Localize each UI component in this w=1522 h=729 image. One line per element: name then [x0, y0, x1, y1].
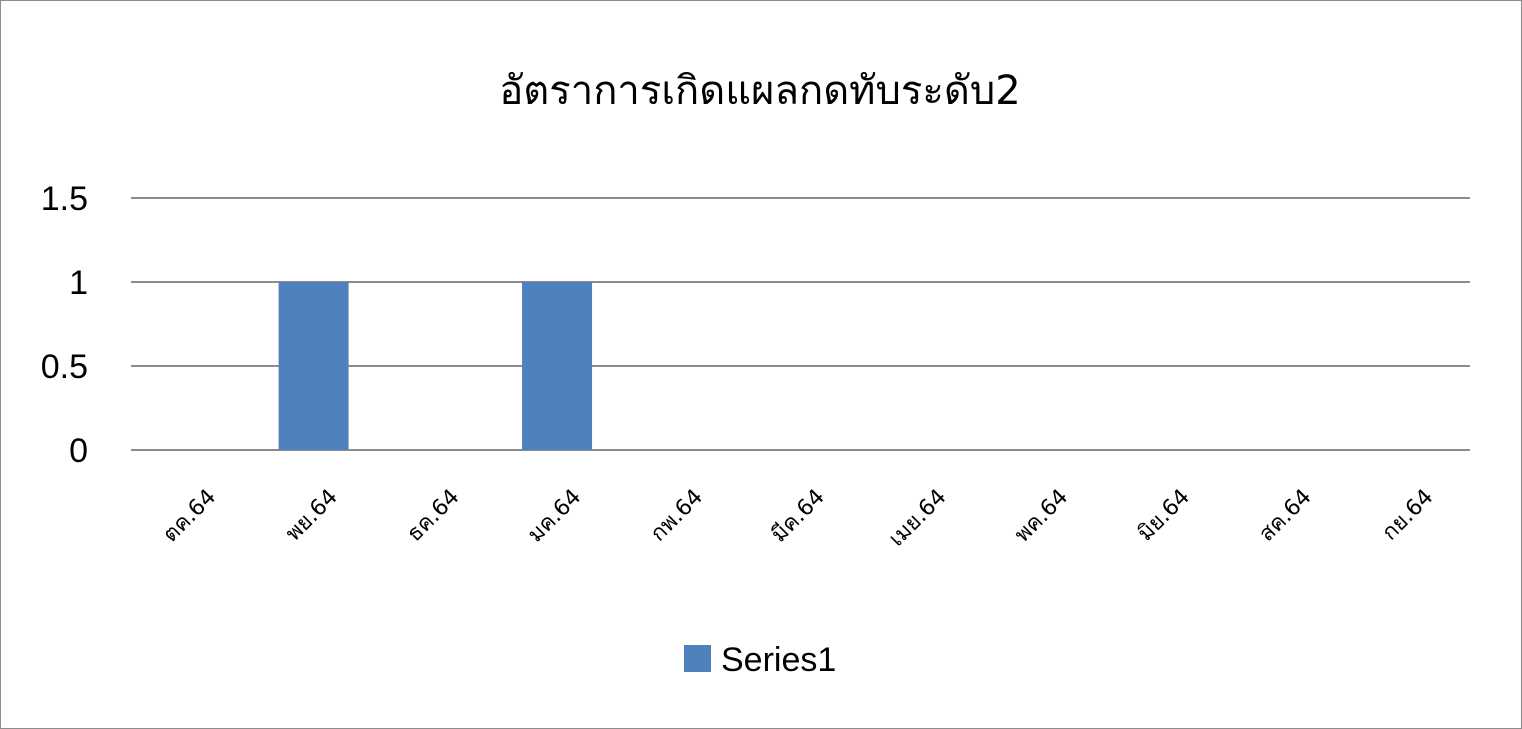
bar-1: [279, 282, 349, 450]
x-tick-label-1: พย.64: [281, 485, 343, 547]
x-tick-label-2: ธค.64: [402, 485, 464, 547]
x-axis-ticks: ตค.64 พย.64 ธค.64 มค.64 กพ.64 มีค.64 เมย.64 พค.…: [158, 485, 1438, 552]
legend: Series1: [684, 641, 836, 679]
x-tick-label-9: สค.64: [1254, 485, 1316, 547]
x-tick-label-0: ตค.64: [158, 485, 221, 548]
y-tick-label-3: 1.5: [41, 180, 88, 218]
y-tick-label-2: 1: [69, 264, 88, 302]
x-tick-label-5: มีค.64: [767, 485, 830, 548]
y-tick-label-1: 0.5: [41, 348, 88, 386]
x-tick-label-10: กย.64: [1377, 485, 1438, 546]
chart-title: อัตราการเกิดแผลกดทับระดับ2: [499, 68, 1020, 114]
x-tick-label-4: กพ.64: [646, 485, 708, 547]
y-axis-ticks: 0 0.5 1 1.5: [41, 180, 88, 470]
x-tick-label-6: เมย.64: [884, 485, 951, 552]
legend-swatch-series1: [684, 645, 711, 672]
legend-label-series1: Series1: [721, 641, 836, 679]
x-tick-label-8: มิย.64: [1133, 485, 1195, 547]
bar-3: [522, 282, 592, 450]
y-tick-label-0: 0: [69, 432, 88, 470]
x-tick-label-3: มค.64: [523, 485, 586, 548]
x-tick-label-7: พค.64: [1010, 485, 1073, 548]
